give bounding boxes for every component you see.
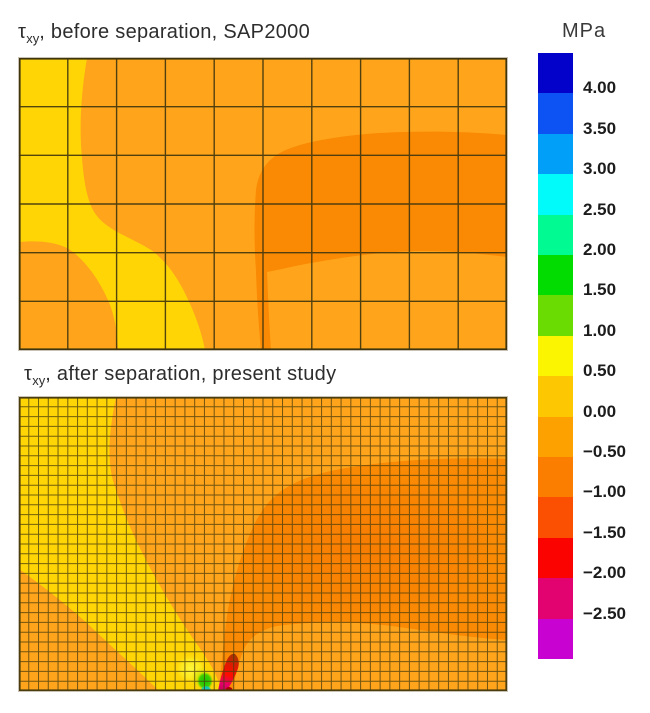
tau-symbol-1: τ (18, 21, 27, 43)
colorbar-segment-2 (538, 133, 573, 175)
colorbar-tick-label: −1.50 (583, 523, 627, 542)
colorbar-segment-7 (538, 335, 573, 377)
colorbar-tick-label: 0.50 (583, 361, 617, 380)
plot2-canvas (19, 397, 507, 695)
colorbar-tick-label: 1.00 (583, 321, 617, 340)
mesh-border (19, 397, 507, 691)
colorbar-tick-label: 1.50 (583, 280, 617, 299)
colorbar-tick-label: 4.00 (583, 78, 617, 97)
colorbar-segment-11 (538, 497, 573, 538)
colorbar-segment-1 (538, 93, 573, 134)
legend-unit-label: MPa (562, 20, 607, 42)
plot1-canvas (19, 58, 507, 350)
colorbar-tick-labels: 4.00 3.50 3.00 2.50 2.00 1.50 1.00 0.50 0.00 −0.5… (583, 53, 647, 673)
mesh-border (19, 58, 507, 350)
colorbar (538, 53, 573, 660)
tau-symbol-2: τ (24, 363, 33, 385)
colorbar-tick-label: 2.00 (583, 240, 617, 259)
colorbar-tick-label: −2.50 (583, 604, 627, 623)
colorbar-segment-8 (538, 376, 573, 417)
colorbar-segment-4 (538, 214, 573, 256)
colorbar-tick-label: 3.00 (583, 159, 617, 178)
colorbar-segment-0 (538, 53, 573, 94)
colorbar-tick-label: 3.50 (583, 119, 617, 138)
contour-region-yellow-band (19, 58, 205, 350)
colorbar-segment-9 (538, 416, 573, 458)
plot2-contour (18, 396, 508, 695)
colorbar-tick-label: −1.00 (583, 482, 627, 501)
tau-subscript-1: xy (26, 31, 40, 46)
colorbar-tick-label: 2.50 (583, 200, 617, 219)
colorbar-segment-6 (538, 295, 573, 336)
colorbar-tick-label: −0.50 (583, 442, 627, 461)
colorbar-segment-14 (538, 618, 573, 660)
plot1-title: τxy, before separation, SAP2000 (18, 21, 310, 46)
colorbar-segment-13 (538, 578, 573, 619)
colorbar-segment-3 (538, 174, 573, 215)
contour-region-orange-core (236, 477, 492, 617)
tau-subscript-2: xy (32, 373, 46, 388)
colorbar-tick-label: 0.00 (583, 402, 617, 421)
colorbar-segment-5 (538, 255, 573, 296)
colorbar-segment-10 (538, 457, 573, 498)
contour-region-orange-zone (254, 131, 507, 350)
colorbar-tick-label: −2.00 (583, 563, 627, 582)
colorbar-segment-12 (538, 537, 573, 579)
plot2-title: τxy, after separation, present study (24, 363, 336, 388)
mesh-grid (19, 397, 507, 691)
plot1-contour (18, 57, 508, 351)
plot2-title-text: , after separation, present study (45, 363, 337, 385)
mesh-grid (19, 58, 507, 350)
plot1-title-text: , before separation, SAP2000 (39, 21, 311, 43)
